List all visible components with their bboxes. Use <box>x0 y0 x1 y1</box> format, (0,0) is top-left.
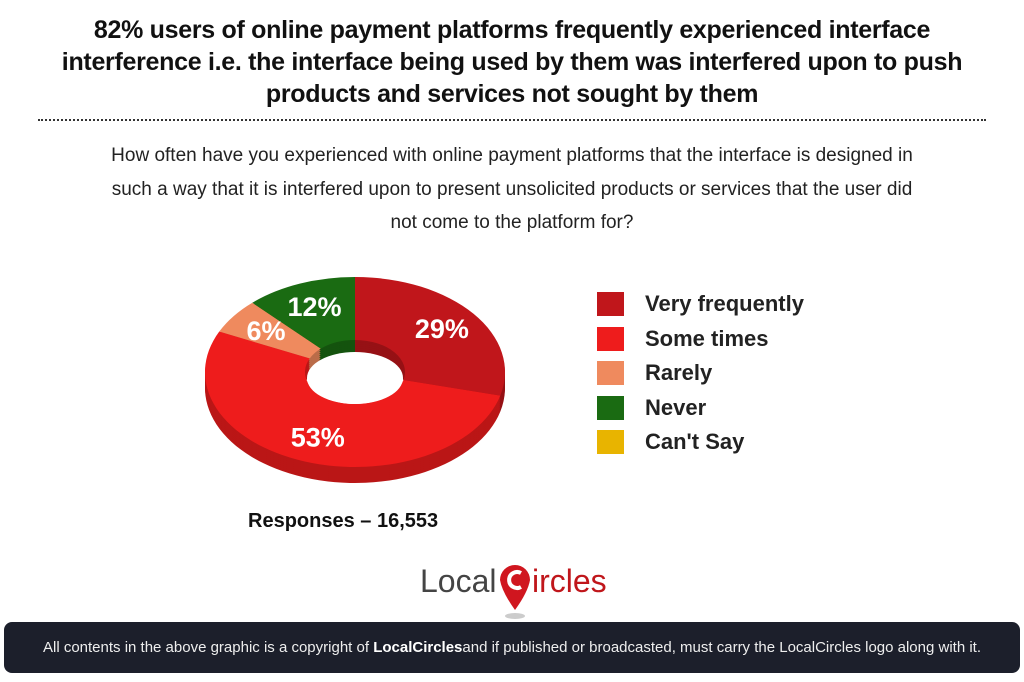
slice-some-times <box>205 331 501 467</box>
legend-swatch <box>597 361 624 386</box>
footer-text-start: All contents in the above graphic is a c… <box>42 639 370 656</box>
legend-label: Very frequently <box>645 291 804 317</box>
footer-brand: LocalCircles <box>373 639 463 656</box>
data-label: 6% <box>246 316 285 346</box>
data-label: 53% <box>291 423 345 453</box>
legend-swatch <box>597 292 624 317</box>
data-label: 12% <box>287 292 341 322</box>
divider <box>38 119 986 121</box>
slice-never <box>252 277 355 349</box>
legend-label: Some times <box>645 325 769 351</box>
slice-rarely <box>219 302 321 359</box>
logo-text-right: ircles <box>532 563 607 599</box>
legend-item: Some times <box>597 322 804 357</box>
legend-swatch <box>597 326 624 351</box>
footer-text-end: and if published or broadcasted, must ca… <box>462 639 982 656</box>
responses-count: Responses – 16,553 <box>248 510 439 532</box>
copyright-footer: All contents in the above graphic is a c… <box>4 622 1020 673</box>
localcircles-logo: Local ircles <box>420 558 620 619</box>
legend-item: Can't Say <box>597 425 804 460</box>
legend-item: Rarely <box>597 356 804 391</box>
slice-very-frequently <box>355 277 505 396</box>
legend-label: Rarely <box>645 360 713 386</box>
chart-title: 82% users of online payment platforms fr… <box>61 16 963 108</box>
survey-question: How often have you experienced with onli… <box>111 145 913 233</box>
legend-swatch <box>597 395 624 420</box>
logo-text-left: Local <box>420 563 497 599</box>
legend-item: Very frequently <box>597 287 804 322</box>
legend-swatch <box>597 430 624 455</box>
data-label: 29% <box>415 314 469 344</box>
legend-item: Never <box>597 391 804 426</box>
donut-hole <box>307 352 403 404</box>
logo-pin-icon <box>500 565 530 619</box>
legend: Very frequently Some times Rarely Never Can'… <box>597 287 804 460</box>
legend-label: Can't Say <box>645 429 745 455</box>
legend-label: Never <box>645 394 707 420</box>
